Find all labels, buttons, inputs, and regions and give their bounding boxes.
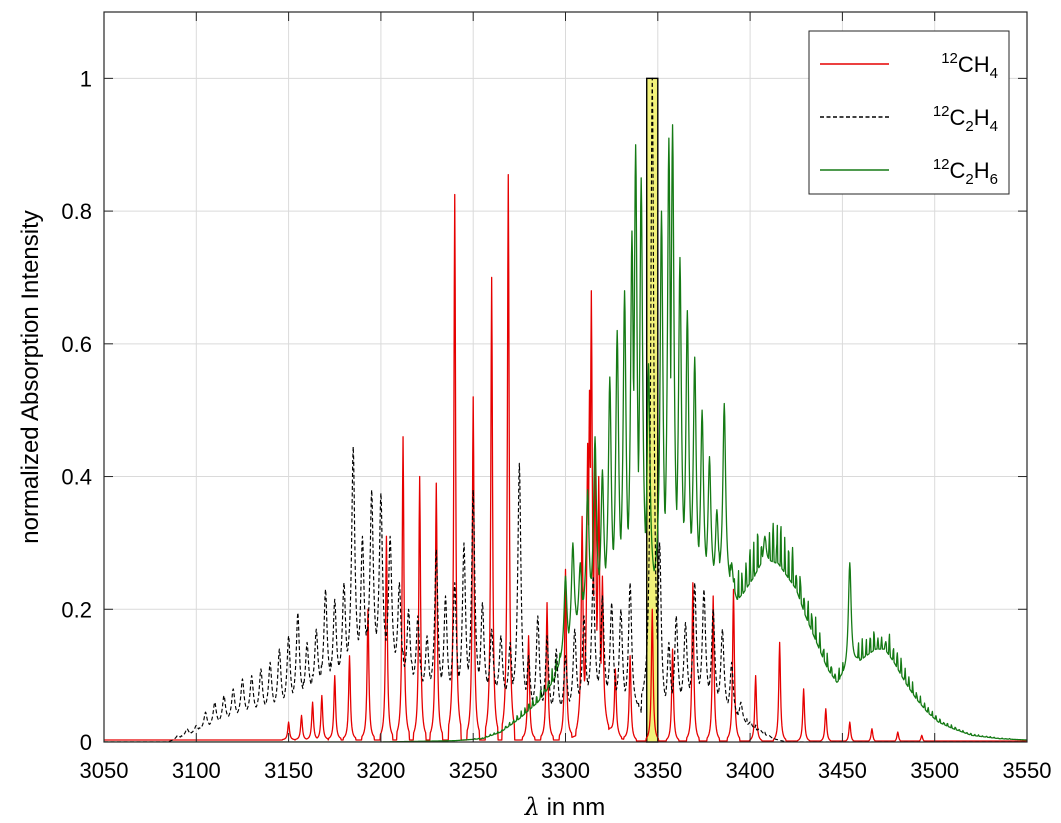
y-tick-label: 0.4 [61,465,92,490]
legend-label: 12C2H4 [933,103,998,135]
legend-box [808,30,1010,195]
y-tick-label: 0.6 [61,332,92,357]
x-tick-label: 3250 [449,758,498,783]
x-axis-symbol: λ [524,793,540,821]
legend: 12CH4 12C2H4 12C2H6 [808,30,1010,195]
y-tick-label: 1 [80,66,92,91]
series-line-c2h6 [104,124,1027,742]
y-tick-label: 0.2 [61,597,92,622]
y-axis-title: normalized Absorption Intensity [17,210,44,544]
series-line-ch4 [104,173,1027,742]
x-tick-labels: 3050 3100 3150 3200 3250 3300 3350 3400 3450 3500… [80,758,1052,783]
x-tick-label: 3150 [264,758,313,783]
x-tick-label: 3050 [80,758,129,783]
x-tick-label: 3100 [172,758,221,783]
y-tick-label: 0.8 [61,199,92,224]
series-layer [104,77,1027,742]
y-tick-labels: 0 0.2 0.4 0.6 0.8 1 [61,66,92,755]
legend-label: 12CH4 [941,50,998,82]
axis-ticks [103,12,1028,743]
x-axis-title: λ in nm [524,793,606,821]
x-tick-label: 3200 [356,758,405,783]
x-tick-label: 3350 [633,758,682,783]
series-line-c2h4 [104,77,1027,742]
y-tick-label: 0 [80,730,92,755]
x-tick-label: 3500 [910,758,959,783]
legend-label: 12C2H6 [933,156,998,188]
x-tick-label: 3450 [818,758,867,783]
x-tick-label: 3550 [1003,758,1052,783]
x-tick-label: 3300 [541,758,590,783]
x-axis-unit: in nm [540,794,605,821]
x-tick-label: 3400 [726,758,775,783]
